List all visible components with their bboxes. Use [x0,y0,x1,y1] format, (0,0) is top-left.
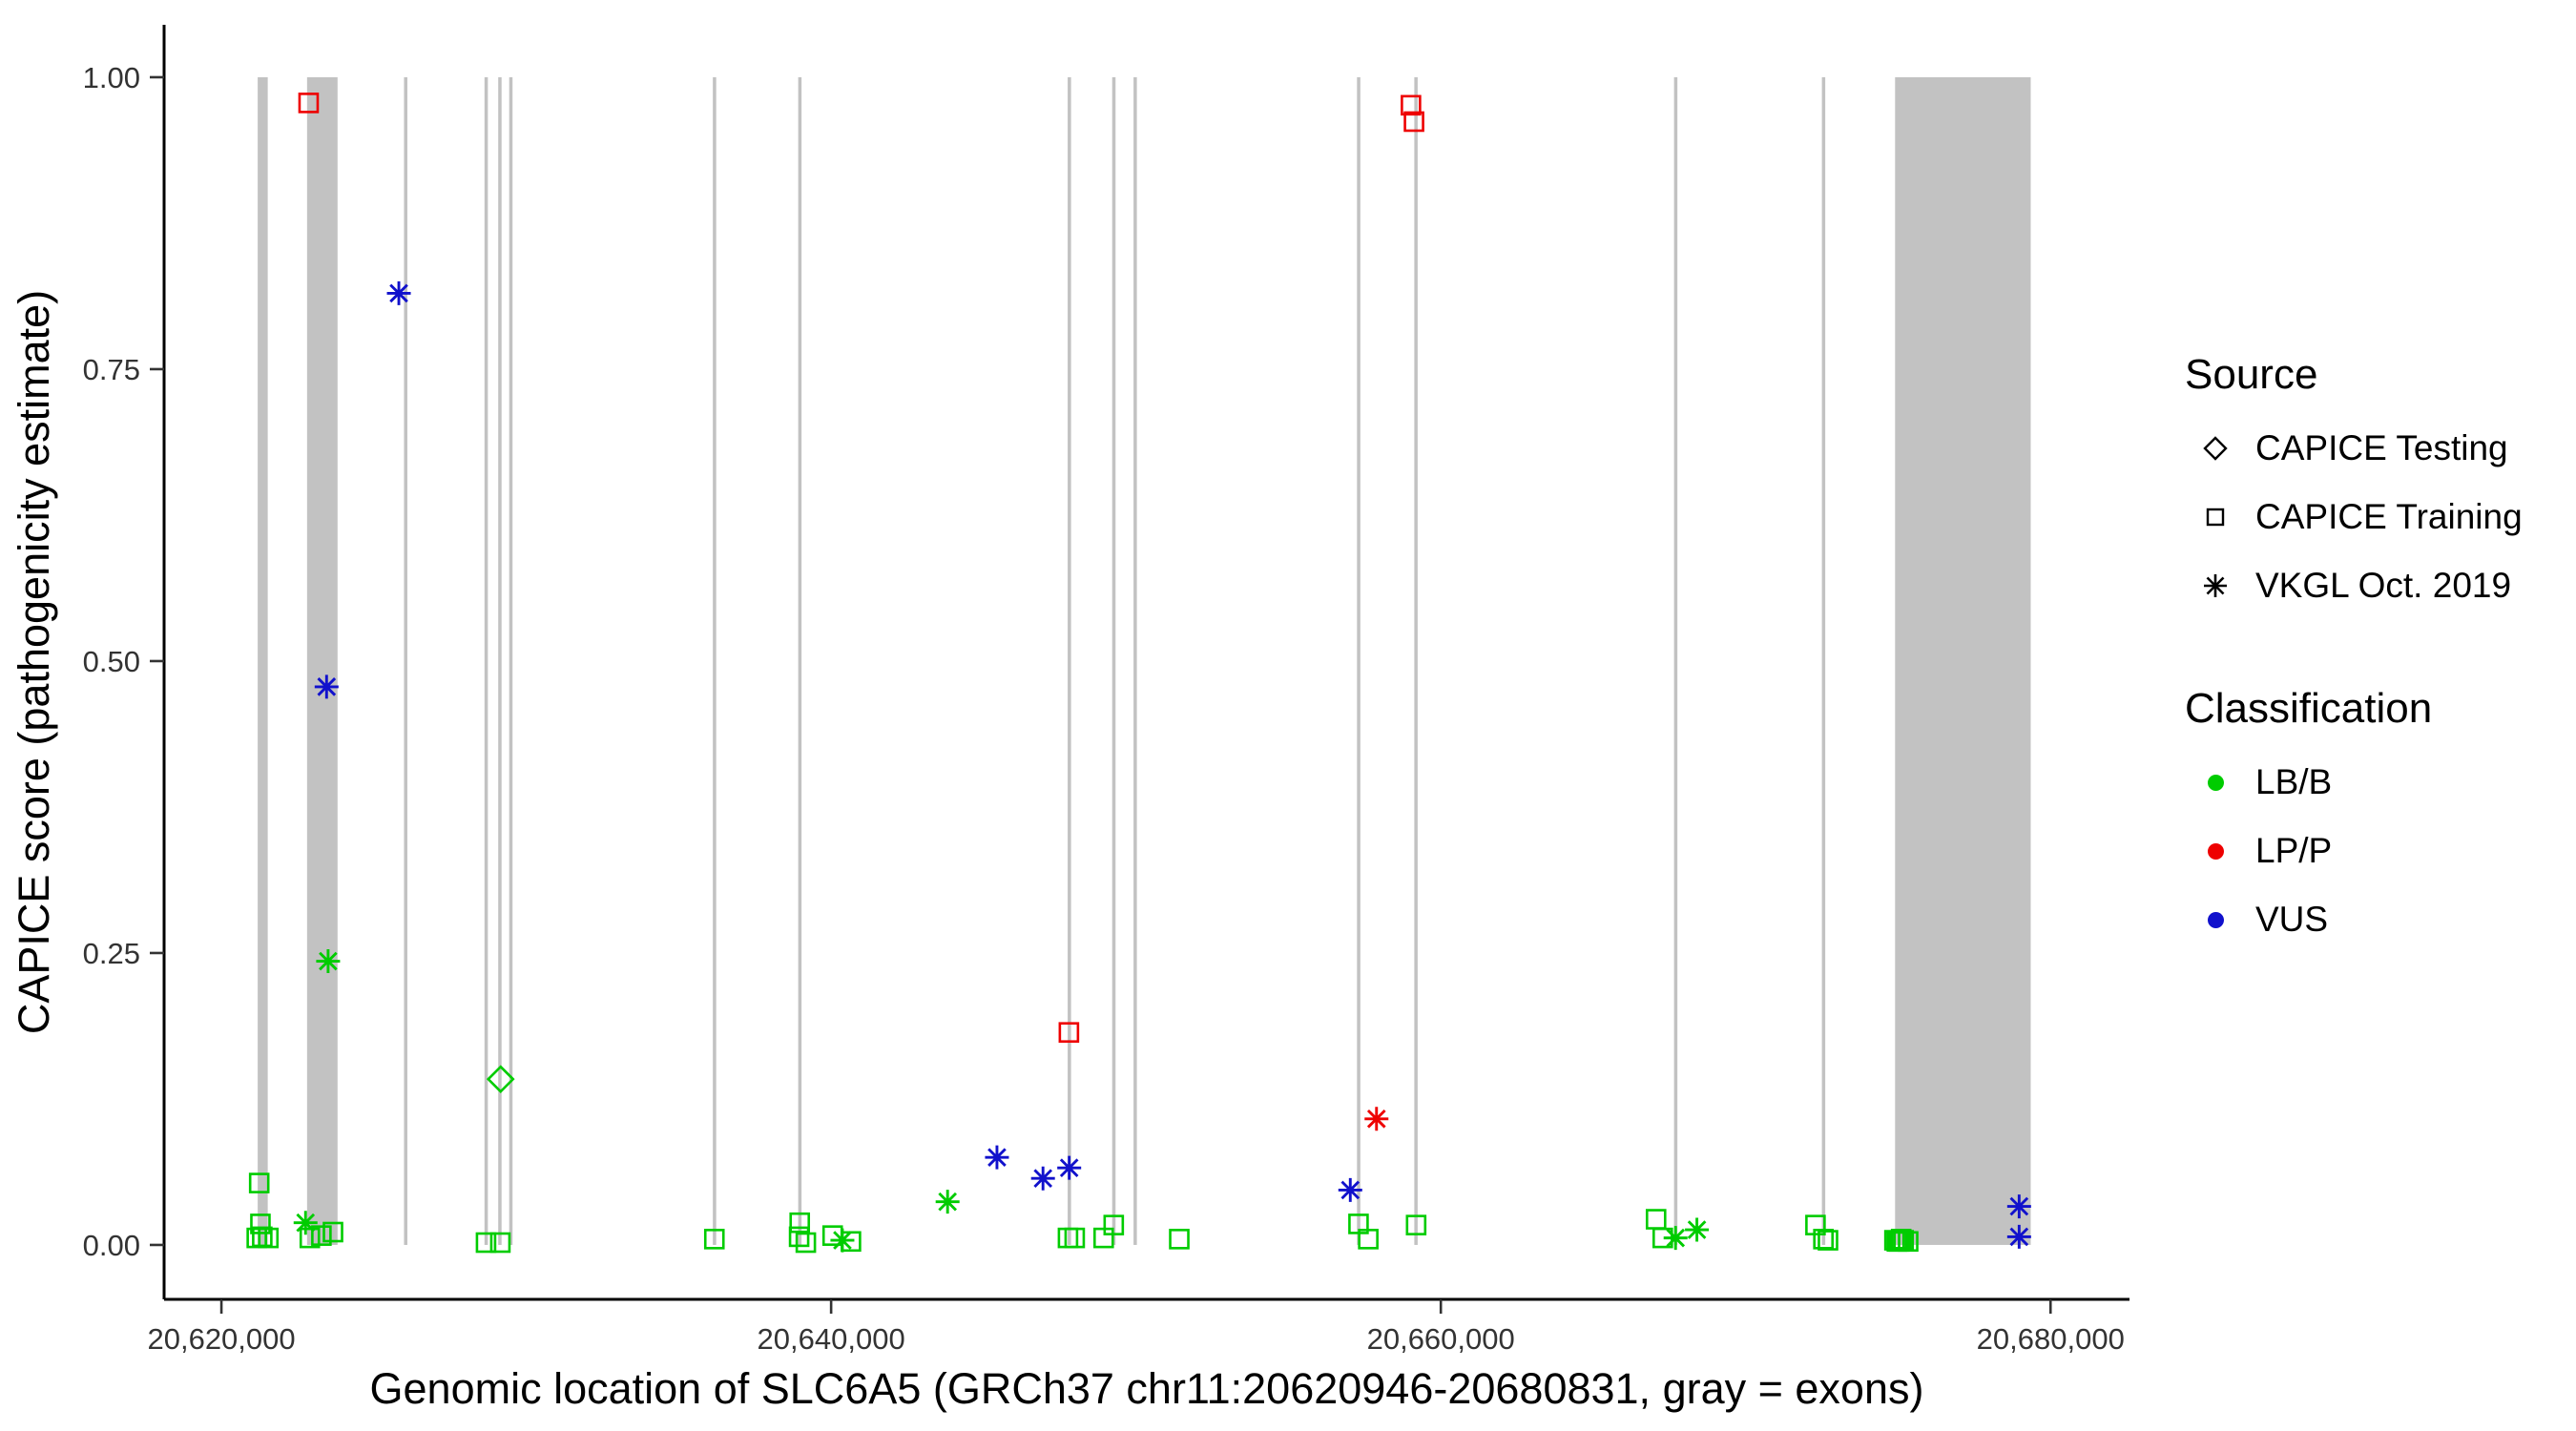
exon-bar [258,76,268,1245]
legend-item-label: LB/B [2255,762,2333,801]
legend-item-vus: VUS [2185,885,2566,954]
y-tick-label: 0.00 [83,1229,140,1262]
data-point-square [299,1227,321,1249]
legend-item-label: CAPICE Testing [2255,428,2508,467]
data-point-asterisk [1057,1155,1082,1180]
data-point-asterisk [2006,1224,2031,1249]
legend-item-label: LP/P [2255,831,2333,870]
y-tick-label: 0.50 [83,645,140,678]
exon-bar [1414,76,1418,1245]
data-point-square [298,93,320,114]
legend-classification-title: Classification [2185,685,2433,732]
data-point-asterisk [985,1145,1009,1170]
legend-item-lbb: LB/B [2185,748,2566,817]
blue-dot-icon [2185,911,2246,928]
data-point-square [703,1229,725,1250]
exon-bar [1133,76,1137,1245]
data-point-asterisk [1685,1217,1710,1242]
y-tick-label: 0.25 [83,937,140,970]
data-point-square [1652,1227,1673,1249]
data-point-square [1405,1214,1427,1235]
data-point-square [258,1227,280,1249]
data-point-square [841,1231,862,1253]
data-point-asterisk [1663,1226,1688,1251]
data-point-square [1064,1227,1086,1249]
exon-bar [1821,76,1826,1245]
exon-bar [1111,76,1116,1245]
data-point-asterisk [1364,1107,1389,1131]
green-dot-icon [2185,774,2246,791]
legend: Source CAPICE Testing CAPICE Training [2185,351,2566,954]
legend-item-lpp: LP/P [2185,817,2566,885]
exon-bar [404,76,407,1245]
exon-bar [509,76,513,1245]
data-point-asterisk [1338,1177,1362,1202]
y-tick-label: 0.75 [83,353,140,386]
x-tick-label: 20,640,000 [758,1322,905,1356]
exon-bar [1673,76,1678,1245]
data-point-asterisk [314,674,339,699]
data-point-asterisk [2006,1194,2031,1219]
x-tick-label: 20,620,000 [147,1322,295,1356]
x-tick-label: 20,680,000 [1977,1322,2125,1356]
legend-item-label: VKGL Oct. 2019 [2255,566,2512,605]
x-tick-label: 20,660,000 [1367,1322,1515,1356]
data-point-diamond [486,1065,515,1093]
y-axis-title-text: CAPICE score (pathogenicity estimate) [10,289,58,1035]
data-point-square [1403,111,1424,133]
exon-bar [1068,76,1071,1245]
legend-source-title: Source [2185,351,2318,398]
exon-bar [498,76,502,1245]
x-axis-title: Genomic location of SLC6A5 (GRCh37 chr11… [369,1364,1924,1413]
data-point-square [1169,1229,1190,1250]
square-icon [2185,503,2246,531]
data-point-square [1401,94,1422,116]
exon-bar [1357,76,1361,1245]
data-point-asterisk [386,280,411,305]
data-point-asterisk [316,949,341,974]
diamond-icon [2185,434,2246,463]
exon-bar [484,76,488,1245]
data-point-square [489,1232,511,1254]
data-point-asterisk [935,1190,960,1214]
data-point-square [795,1232,817,1254]
asterisk-icon [2185,571,2246,600]
data-point-square [311,1225,332,1246]
data-point-square [1818,1230,1839,1251]
data-point-square [1103,1214,1125,1235]
exon-bar [713,76,717,1245]
data-point-square [1058,1022,1080,1043]
data-point-square [1358,1229,1379,1250]
y-tick-label: 1.00 [83,61,140,94]
exon-bar [798,76,802,1245]
data-point-square [322,1221,343,1243]
data-point-square [475,1232,497,1254]
exon-bar [1895,76,2031,1245]
data-point-square [788,1226,810,1248]
data-point-square [248,1172,270,1193]
legend-item-capice-training: CAPICE Training [2185,483,2566,551]
legend-item-label: CAPICE Training [2255,497,2523,536]
legend-item-capice-testing: CAPICE Testing [2185,414,2566,483]
red-dot-icon [2185,842,2246,860]
data-point-square [1645,1209,1667,1230]
legend-item-label: VUS [2255,900,2329,939]
data-point-square [789,1212,811,1234]
data-point-square [1898,1231,1919,1253]
legend-item-vkgl: VKGL Oct. 2019 [2185,551,2566,620]
data-point-asterisk [293,1211,318,1235]
data-point-asterisk [1030,1166,1055,1191]
exon-bar [306,76,338,1245]
